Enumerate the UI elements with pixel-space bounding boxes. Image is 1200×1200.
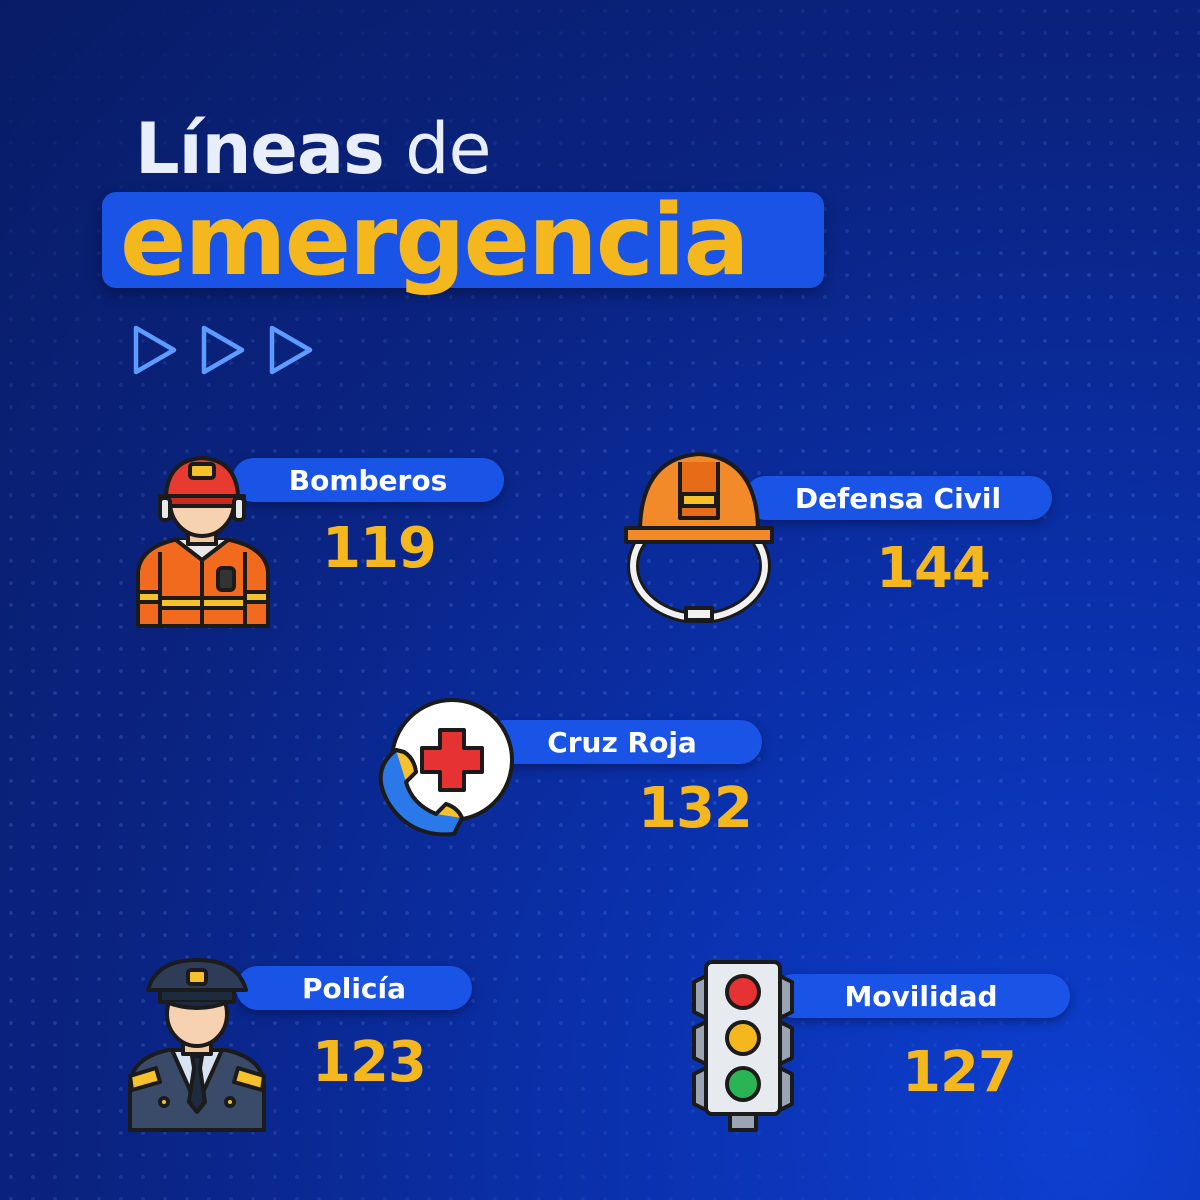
line-number: 123 xyxy=(312,1030,427,1095)
line-label: Policía xyxy=(301,971,407,1005)
line-label: Bomberos xyxy=(288,463,448,497)
line-number: 132 xyxy=(638,776,753,841)
hard-hat-icon xyxy=(624,452,774,623)
line-label-pill: Defensa Civil xyxy=(744,476,1052,520)
title-highlight-box xyxy=(102,192,824,288)
line-label-pill: Policía xyxy=(236,966,472,1010)
title-word-lineas: Líneas xyxy=(135,108,385,190)
line-label-pill: Movilidad xyxy=(772,974,1070,1018)
play-arrow-icon xyxy=(269,325,313,375)
line-label: Cruz Roja xyxy=(547,725,697,759)
red-cross-phone-icon xyxy=(378,698,514,837)
traffic-light-icon xyxy=(692,960,794,1132)
play-arrow-icon xyxy=(201,325,245,375)
line-label-pill: Cruz Roja xyxy=(482,720,762,764)
arrows-decoration xyxy=(133,325,313,375)
firefighter-icon xyxy=(136,456,270,628)
line-label: Defensa Civil xyxy=(794,481,1002,515)
play-arrow-icon xyxy=(133,325,177,375)
title-line-2: emergencia xyxy=(120,184,750,298)
line-number: 144 xyxy=(876,536,991,601)
police-officer-icon xyxy=(128,958,266,1132)
line-number: 119 xyxy=(322,516,437,581)
line-label: Movilidad xyxy=(844,979,998,1013)
title-line-1: Líneas de xyxy=(135,108,492,190)
title-word-de: de xyxy=(383,108,492,190)
line-label-pill: Bomberos xyxy=(232,458,504,502)
line-number: 127 xyxy=(902,1040,1017,1105)
